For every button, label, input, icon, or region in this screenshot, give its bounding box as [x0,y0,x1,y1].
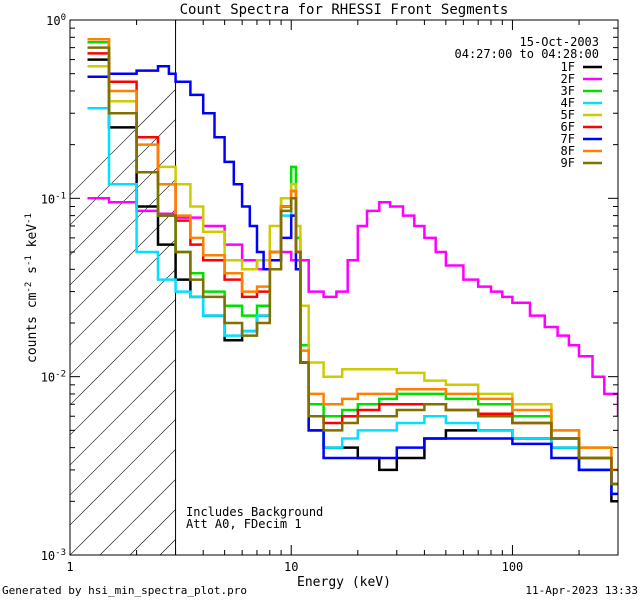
y-axis-label: counts cm-2 s-1 keV-1 [24,213,40,363]
legend-label-5F: 5F [561,108,575,122]
legend-label-1F: 1F [561,60,575,74]
plot-frame [69,19,619,556]
legend-label-6F: 6F [561,120,575,134]
legend-label-2F: 2F [561,72,575,86]
x-tick-label: 10 [284,560,298,574]
hatched-region [70,20,618,555]
hatch-line [70,20,246,196]
series-line-2F [87,197,618,417]
x-tick-label: 100 [502,560,524,574]
legend-label-4F: 4F [561,96,575,110]
legend-label-3F: 3F [561,84,575,98]
chart-title: Count Spectra for RHESSI Front Segments [180,2,509,18]
x-tick-label: 1 [66,560,73,574]
y-tick-label: 10-1 [41,191,66,206]
series-group [87,37,618,503]
axis-ticks: 1 10 100 100 10-1 10-2 10-3 [41,13,619,574]
series-line-9F [87,46,618,486]
legend-label-7F: 7F [561,132,575,146]
annotation-attenuator: Att A0, FDecim 1 [186,517,302,531]
footer-timestamp: 11-Apr-2023 13:33 [525,584,638,597]
legend-label-8F: 8F [561,144,575,158]
y-tick-label: 10-3 [41,548,66,563]
time-range-label: 04:27:00 to 04:28:00 [455,47,600,61]
footer-generated-by: Generated by hsi_min_spectra_plot.pro [2,584,247,597]
x-axis-label: Energy (keV) [297,575,391,590]
y-tick-label: 10-2 [41,370,66,385]
y-tick-label: 100 [46,13,66,28]
legend-label-9F: 9F [561,156,575,170]
series-line-5F [87,65,618,472]
annotation-background: Includes Background [186,505,323,519]
date-label: 15-Oct-2003 [520,35,599,49]
